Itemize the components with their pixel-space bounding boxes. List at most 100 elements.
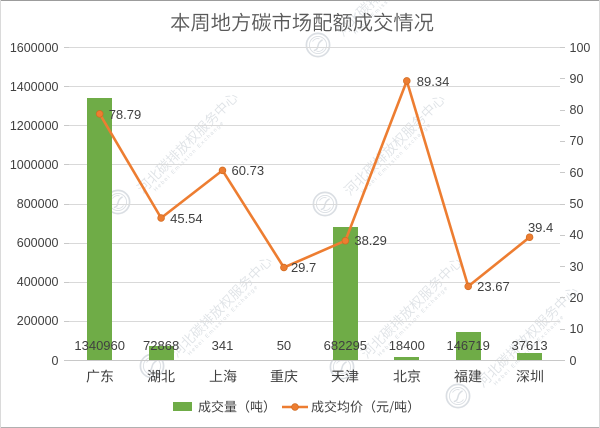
gridline xyxy=(69,164,561,166)
y-axis-tick-right xyxy=(560,234,566,236)
line-value-label: 89.34 xyxy=(416,73,450,89)
legend-line-marker-icon xyxy=(282,402,308,411)
bar xyxy=(455,331,481,361)
y-axis-label-right: 50 xyxy=(569,197,584,211)
y-axis-label-right: 90 xyxy=(569,71,584,86)
bar xyxy=(148,346,174,361)
bar xyxy=(87,98,113,361)
y-axis-label-right: 0 xyxy=(569,353,577,368)
bar xyxy=(394,356,420,361)
bar xyxy=(517,353,543,361)
y-axis-label-left: 1000000 xyxy=(9,157,59,172)
y-axis-label-right: 40 xyxy=(569,228,584,243)
y-axis-tick-right xyxy=(560,47,566,48)
y-axis-tick-left xyxy=(64,242,69,244)
y-axis-label-right: 20 xyxy=(569,290,584,305)
bar-value-label: 146719 xyxy=(446,338,490,354)
line-marker xyxy=(403,77,411,85)
y-axis-label-left: 1400000 xyxy=(9,79,59,94)
gridline xyxy=(69,203,561,205)
bar-value-label: 341 xyxy=(211,338,234,354)
x-axis-label xyxy=(86,369,114,383)
y-axis-label-left: 800000 xyxy=(16,197,59,211)
legend-line-label xyxy=(311,400,420,414)
legend-bar-swatch xyxy=(172,402,192,411)
y-axis-tick-right xyxy=(560,78,566,80)
y-axis-tick-right xyxy=(560,109,566,111)
y-axis-tick-right xyxy=(560,328,566,330)
line-value-label: 39.4 xyxy=(527,220,554,236)
y-axis-label-left: 1600000 xyxy=(9,40,59,55)
gridline xyxy=(69,86,561,88)
y-axis-tick-left xyxy=(64,86,69,88)
y-axis-label-right: 30 xyxy=(569,259,584,274)
y-axis-tick-left xyxy=(64,281,69,283)
y-axis-tick-right xyxy=(560,172,566,174)
line-marker xyxy=(341,236,350,245)
watermark-text xyxy=(358,255,467,364)
y-axis-label-left: 1200000 xyxy=(9,118,59,133)
bar-value-label: 37613 xyxy=(511,338,548,354)
watermark-text xyxy=(134,90,243,199)
bar xyxy=(332,227,358,361)
y-axis-tick-right xyxy=(560,266,566,268)
bar-value-label: 50 xyxy=(276,338,292,354)
line-marker xyxy=(525,233,534,241)
border-top xyxy=(0,0,600,1)
price-line xyxy=(98,79,531,288)
y-axis-label-left: 400000 xyxy=(16,275,59,290)
x-axis-label xyxy=(393,369,421,383)
y-axis-tick-right xyxy=(560,297,566,299)
line-value-label: 23.67 xyxy=(477,279,510,295)
gridline xyxy=(69,47,561,48)
line-marker xyxy=(280,263,288,272)
line-marker xyxy=(95,110,104,118)
line-value-label: 38.29 xyxy=(354,233,387,249)
x-axis-label xyxy=(454,369,482,383)
bar-value-label: 18400 xyxy=(388,338,425,354)
x-axis-line xyxy=(69,360,561,361)
gridline xyxy=(69,281,561,283)
y-axis-tick-right xyxy=(560,360,566,361)
y-axis-label-left: 200000 xyxy=(16,314,59,329)
y-axis-tick-left xyxy=(64,125,69,127)
legend-bar-label xyxy=(197,400,276,413)
gridline xyxy=(69,125,561,127)
watermark-logo-icon xyxy=(443,381,473,411)
x-axis-label xyxy=(270,369,298,383)
line-value-label: 29.7 xyxy=(290,260,317,276)
y-axis-label-left: 0 xyxy=(51,353,59,368)
x-axis-label xyxy=(516,369,544,383)
x-axis-label xyxy=(147,369,175,383)
line-marker xyxy=(464,282,472,291)
y-axis-tick-left xyxy=(64,47,69,48)
x-axis-label xyxy=(331,369,359,383)
y-axis-tick-right xyxy=(560,203,566,205)
y-axis-label-right: 10 xyxy=(569,322,584,337)
bar-value-label: 682295 xyxy=(323,338,368,354)
x-axis-label xyxy=(209,369,237,383)
y-axis-label-left: 600000 xyxy=(16,236,59,251)
bar-value-label: 72868 xyxy=(143,338,180,354)
watermark-text xyxy=(168,254,277,363)
y-axis-tick-left xyxy=(64,360,69,361)
y-axis-label-right: 80 xyxy=(569,103,584,118)
gridline xyxy=(69,242,561,244)
y-axis-label-right: 60 xyxy=(569,165,584,180)
y-axis-tick-left xyxy=(64,164,69,166)
line-marker xyxy=(218,166,227,175)
y-axis-tick-right xyxy=(560,140,566,142)
line-marker xyxy=(157,214,165,222)
border-left xyxy=(0,0,1,428)
y-axis-label-right: 100 xyxy=(569,40,591,55)
line-value-label: 45.54 xyxy=(170,210,203,226)
chart-title xyxy=(170,12,434,32)
line-value-label: 78.79 xyxy=(108,106,142,122)
y-axis-tick-left xyxy=(64,203,69,205)
y-axis-tick-left xyxy=(64,320,69,322)
bar-value-label: 1340960 xyxy=(74,338,126,354)
watermark-logo-icon xyxy=(303,30,333,60)
